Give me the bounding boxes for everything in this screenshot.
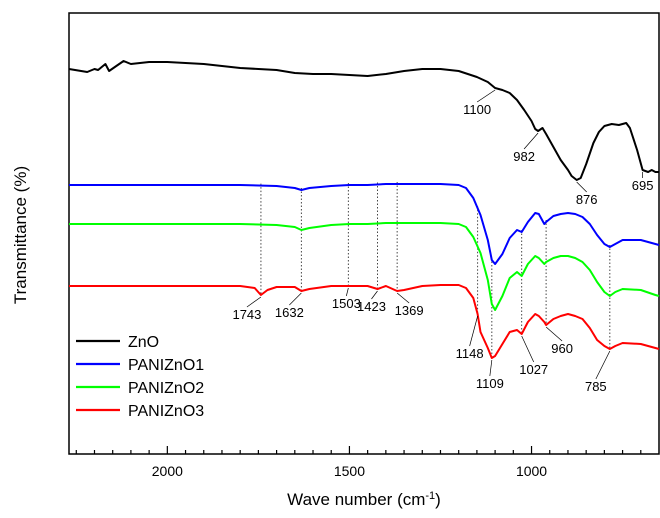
x-axis-title: Wave number (cm-1) [287, 490, 441, 509]
legend-label: PANIZnO3 [128, 403, 204, 420]
peak-leader-line [371, 291, 377, 299]
peak-leader-line [346, 288, 348, 296]
zno-peak-label: 695 [632, 178, 654, 193]
x-tick-label: 1500 [334, 463, 365, 479]
peak-leader-line [470, 316, 478, 346]
zno-peak-leader-line [524, 133, 538, 149]
peak-label: 1148 [456, 346, 484, 361]
peak-leader-line [289, 293, 301, 305]
peak-label: 1027 [519, 362, 548, 377]
zno-peak-leader-line [477, 90, 495, 102]
peak-leader-line [546, 327, 562, 341]
y-axis-title: Transmittance (%) [11, 166, 30, 304]
peak-leader-line [596, 351, 610, 379]
peak-guide-lines [261, 182, 610, 358]
series-line-PANIZnO2 [69, 223, 659, 310]
zno-peak-label: 1100 [463, 102, 491, 117]
peak-label: 1743 [232, 307, 261, 322]
zno-peak-label: 982 [513, 149, 535, 164]
zno-peak-leader-line [577, 182, 587, 192]
peak-label: 1423 [357, 299, 386, 314]
peak-label: 1632 [275, 305, 304, 320]
peak-label: 1369 [395, 303, 424, 318]
peak-leader-line [490, 360, 492, 376]
peak-leader-line [522, 336, 534, 362]
x-axis-ticks: 2000 1500 1000 [76, 446, 641, 479]
peak-label: 1109 [476, 376, 504, 391]
legend-label: PANIZnO2 [128, 380, 204, 397]
peak-leader-line [247, 297, 261, 307]
legend: ZnO PANIZnO1 PANIZnO2 PANIZnO3 [76, 334, 204, 420]
peak-leader-line [397, 293, 409, 303]
peak-label: 785 [585, 379, 607, 394]
zno-peak-label: 876 [576, 192, 598, 207]
x-tick-label: 1000 [516, 463, 547, 479]
legend-label: PANIZnO1 [128, 357, 204, 374]
peak-label: 960 [551, 341, 573, 356]
legend-label: ZnO [128, 334, 159, 351]
series-line-ZnO [69, 61, 659, 180]
x-tick-label: 2000 [152, 463, 183, 479]
